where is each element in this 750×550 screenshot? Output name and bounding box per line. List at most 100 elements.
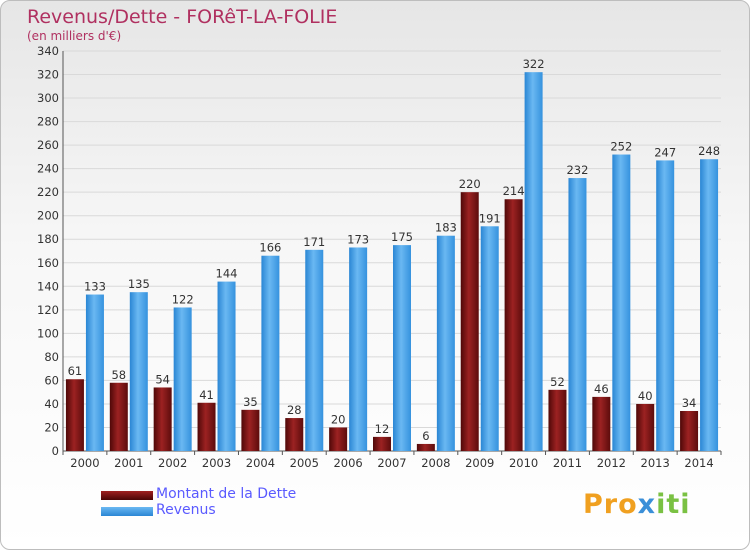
bar-dette [153, 387, 172, 451]
y-tick-label: 280 [37, 115, 59, 129]
data-label-dette: 12 [375, 422, 390, 436]
data-label-revenus: 173 [347, 232, 369, 246]
x-tick-label: 2011 [553, 456, 582, 470]
x-tick-label: 2013 [641, 456, 670, 470]
bar-revenus [700, 159, 719, 451]
y-tick-label: 120 [37, 303, 59, 317]
bar-dette [416, 443, 435, 451]
y-tick-label: 180 [37, 232, 59, 246]
x-tick-label: 2012 [597, 456, 626, 470]
bar-revenus [612, 154, 631, 451]
bar-dette [636, 403, 655, 451]
x-tick-label: 2002 [158, 456, 187, 470]
data-label-revenus: 166 [259, 241, 281, 255]
bar-dette [197, 402, 216, 451]
y-tick-label: 240 [37, 162, 59, 176]
bar-revenus [129, 292, 148, 451]
data-label-dette: 28 [287, 403, 302, 417]
data-label-dette: 46 [594, 382, 609, 396]
y-tick-label: 220 [37, 185, 59, 199]
data-label-dette: 52 [550, 375, 565, 389]
data-label-dette: 20 [331, 412, 346, 426]
data-label-revenus: 252 [610, 140, 632, 154]
bar-dette [592, 396, 611, 451]
bar-revenus [480, 226, 499, 451]
data-label-revenus: 183 [435, 221, 457, 235]
bar-dette [241, 409, 260, 451]
proxiti-logo: Proxiti [583, 489, 691, 520]
bar-dette [504, 199, 523, 451]
x-tick-label: 2007 [377, 456, 406, 470]
data-label-revenus: 175 [391, 230, 413, 244]
data-label-dette: 35 [243, 395, 258, 409]
bar-dette [548, 389, 567, 451]
data-label-dette: 214 [503, 184, 525, 198]
y-tick-label: 320 [37, 68, 59, 82]
data-label-revenus: 133 [84, 280, 106, 294]
legend-label-revenus: Revenus [156, 502, 216, 518]
x-tick-label: 2003 [202, 456, 231, 470]
y-tick-label: 80 [44, 350, 59, 364]
data-label-dette: 6 [422, 429, 429, 443]
bar-revenus [568, 178, 587, 451]
bar-dette [329, 427, 348, 451]
y-tick-label: 100 [37, 326, 59, 340]
data-label-dette: 41 [199, 388, 214, 402]
data-label-dette: 34 [682, 396, 697, 410]
data-label-revenus: 191 [479, 211, 501, 225]
data-label-revenus: 122 [172, 292, 194, 306]
y-tick-label: 0 [52, 444, 59, 458]
x-tick-label: 2006 [333, 456, 362, 470]
bar-dette [285, 418, 304, 451]
chart-subtitle: (en milliers d'€) [27, 29, 122, 43]
y-tick-label: 60 [44, 373, 59, 387]
data-label-dette: 220 [459, 177, 481, 191]
bar-dette [460, 192, 479, 452]
data-label-dette: 40 [638, 389, 653, 403]
y-tick-label: 260 [37, 138, 59, 152]
data-label-dette: 54 [155, 372, 170, 386]
y-tick-label: 160 [37, 256, 59, 270]
bar-revenus [436, 235, 455, 451]
data-label-revenus: 247 [654, 145, 676, 159]
y-tick-label: 300 [37, 91, 59, 105]
y-tick-label: 340 [37, 44, 59, 58]
x-tick-label: 2001 [114, 456, 143, 470]
bar-revenus [85, 294, 104, 451]
x-tick-label: 2004 [246, 456, 275, 470]
y-tick-label: 20 [44, 420, 59, 434]
legend-swatch-dette [101, 491, 153, 500]
x-tick-label: 2008 [421, 456, 450, 470]
x-tick-label: 2010 [509, 456, 538, 470]
bar-revenus [349, 247, 368, 451]
bar-revenus [217, 281, 236, 451]
x-tick-label: 2005 [290, 456, 319, 470]
x-tick-label: 2014 [684, 456, 713, 470]
chart-title: Revenus/Dette - FORêT-LA-FOLIE [27, 6, 338, 28]
data-label-revenus: 135 [128, 277, 150, 291]
data-label-revenus: 144 [216, 267, 238, 281]
bar-revenus [524, 72, 543, 452]
bar-revenus [173, 307, 192, 451]
data-label-revenus: 322 [523, 57, 545, 71]
bar-revenus [656, 160, 675, 452]
bar-dette [680, 411, 699, 451]
data-label-dette: 58 [111, 368, 126, 382]
bar-revenus [393, 245, 411, 451]
legend-label-dette: Montant de la Dette [156, 486, 297, 502]
bar-revenus [261, 255, 280, 451]
data-label-dette: 61 [68, 364, 83, 378]
bar-dette [373, 436, 391, 451]
y-tick-label: 200 [37, 209, 59, 223]
data-label-revenus: 232 [566, 163, 588, 177]
data-label-revenus: 171 [303, 235, 325, 249]
bar-dette [109, 382, 128, 451]
legend-swatch-revenus [101, 507, 153, 516]
x-tick-label: 2000 [70, 456, 99, 470]
data-label-revenus: 248 [698, 144, 720, 158]
bar-revenus [305, 249, 324, 451]
y-tick-label: 140 [37, 279, 59, 293]
y-tick-label: 40 [44, 397, 59, 411]
